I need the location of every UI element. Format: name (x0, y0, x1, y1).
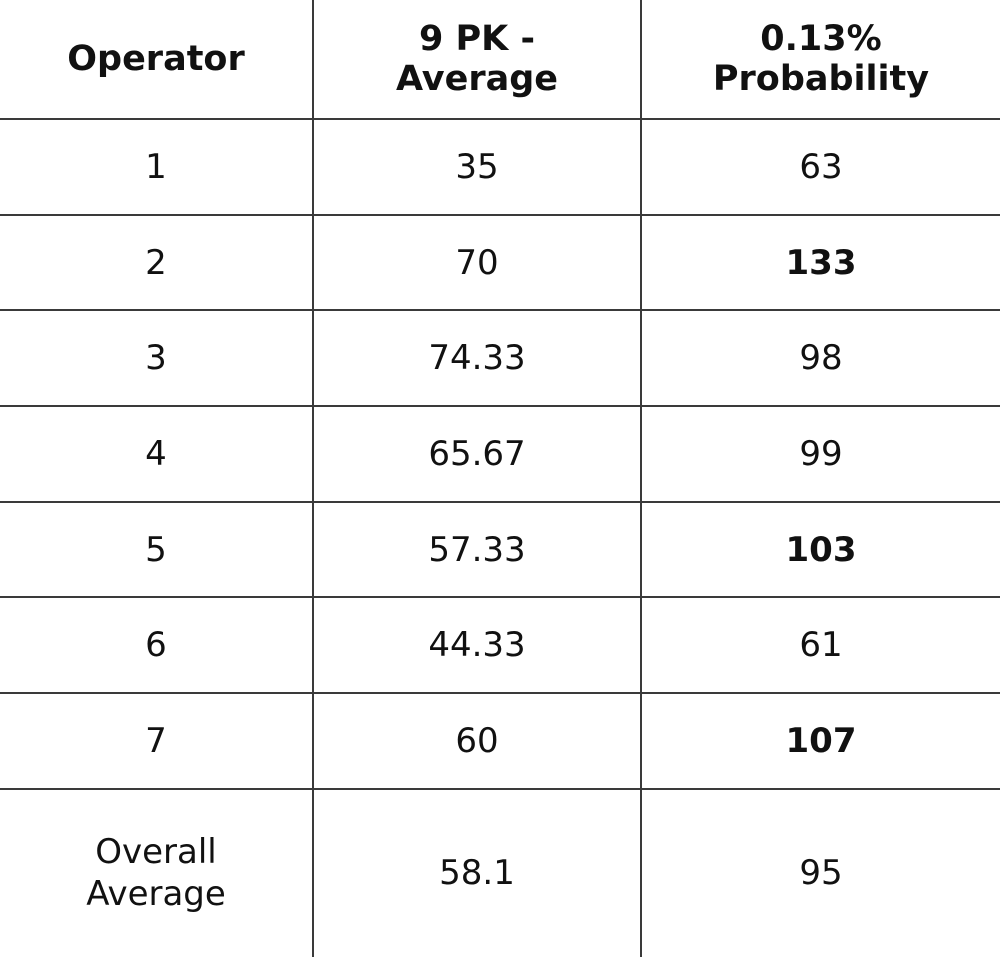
cell-average: 60 (312, 692, 642, 790)
cell-probability: 133 (640, 213, 1000, 312)
cell-operator: 1 (0, 118, 314, 216)
cell-operator: 6 (0, 596, 314, 695)
header-probability-line-2: Probability (712, 59, 930, 99)
table-row: 1 35 63 (0, 118, 1000, 216)
cell-probability: 107 (640, 692, 1000, 790)
cell-average: 65.67 (312, 405, 642, 503)
overall-label-line-1: Overall (95, 831, 217, 872)
cell-probability: 103 (640, 500, 1000, 599)
header-pk-average: 9 PK - Average (312, 0, 642, 120)
header-pk-average-line-2: Average (395, 59, 559, 99)
cell-probability: 63 (640, 118, 1000, 216)
header-pk-average-line-1: 9 PK - (418, 18, 536, 59)
cell-overall-probability: 95 (640, 787, 1000, 957)
cell-operator: 4 (0, 405, 314, 503)
table-body: 1 35 63 2 70 133 3 74.33 98 4 65.67 99 5… (0, 118, 1000, 957)
header-operator: Operator (0, 0, 314, 120)
table-row: 4 65.67 99 (0, 405, 1000, 503)
cell-operator: 7 (0, 692, 314, 790)
cell-average: 35 (312, 118, 642, 216)
cell-average: 70 (312, 213, 642, 312)
cell-probability: 61 (640, 596, 1000, 695)
cell-overall-label: Overall Average (0, 787, 314, 957)
table-header: Operator 9 PK - Average 0.13% Probabilit… (0, 0, 1000, 120)
cell-operator: 2 (0, 213, 314, 312)
header-operator-line-1: Operator (67, 38, 245, 79)
cell-average: 57.33 (312, 500, 642, 599)
table-row: 3 74.33 98 (0, 309, 1000, 408)
cell-operator: 5 (0, 500, 314, 599)
table-row: 5 57.33 103 (0, 500, 1000, 599)
cell-overall-average: 58.1 (312, 787, 642, 957)
cell-operator: 3 (0, 309, 314, 408)
cell-average: 74.33 (312, 309, 642, 408)
cell-average: 44.33 (312, 596, 642, 695)
overall-row: Overall Average 58.1 95 (0, 787, 1000, 957)
table-row: 6 44.33 61 (0, 596, 1000, 695)
cell-probability: 98 (640, 309, 1000, 408)
overall-label-line-2: Average (86, 874, 226, 915)
table-row: 2 70 133 (0, 213, 1000, 312)
cell-probability: 99 (640, 405, 1000, 503)
header-row: Operator 9 PK - Average 0.13% Probabilit… (0, 0, 1000, 120)
table-row: 7 60 107 (0, 692, 1000, 790)
header-probability-line-1: 0.13% (760, 18, 882, 59)
header-probability: 0.13% Probability (640, 0, 1000, 120)
